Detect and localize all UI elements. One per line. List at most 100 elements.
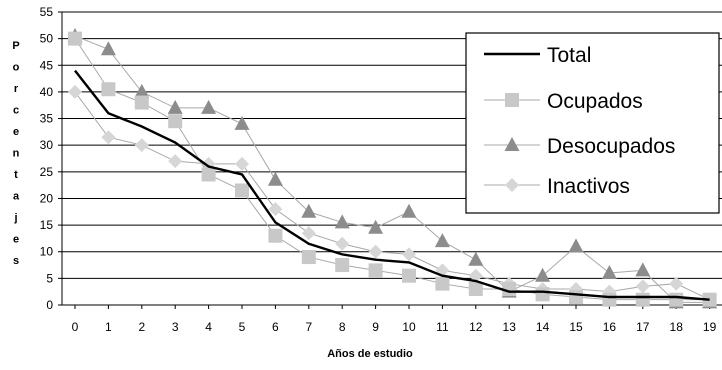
x-tick-label: 15 [569,320,583,334]
data-point-desocupados [100,41,116,56]
legend-label-total: Total [547,44,591,67]
legend-label-inactivos: Inactivos [547,175,630,198]
y-axis-label-letter: r [14,83,19,95]
data-point-ocupados [335,258,350,273]
x-tick-label: 6 [272,320,279,334]
x-axis-label: Años de estudio [327,348,413,360]
x-tick-label: 4 [205,320,212,334]
data-point-inactivos [101,130,116,145]
data-point-ocupados [201,167,216,182]
x-tick-label: 18 [670,320,684,334]
series-line-total [74,69,710,301]
x-tick-label: 16 [603,320,617,334]
y-tick-label: 35 [40,112,54,126]
legend-marker-desocupados [504,137,520,151]
data-point-desocupados [468,251,484,266]
x-tick-label: 14 [536,320,550,334]
y-tick-label: 40 [40,85,54,99]
x-tick-label: 8 [339,320,346,334]
data-point-ocupados [402,268,416,283]
data-point-desocupados [267,171,283,186]
data-point-inactivos [168,154,183,169]
data-point-ocupados [535,287,550,302]
y-axis-label-letter: P [12,40,19,52]
data-point-inactivos [368,244,383,259]
series-group [67,27,718,309]
data-point-inactivos [468,268,483,283]
data-point-inactivos [301,226,316,241]
data-point-ocupados [602,292,617,307]
y-tick-label: 15 [40,218,54,232]
y-axis-label-letter: e [13,234,19,246]
y-axis-label-letter: s [13,255,19,267]
x-tick-label: 3 [172,320,179,334]
data-point-inactivos [134,138,149,153]
data-point-ocupados [635,292,650,307]
y-axis-label-letter: n [13,148,20,160]
y-axis-label-letter: e [13,126,19,138]
series-line-desocupados [74,35,710,303]
y-tick-label: 20 [40,191,54,205]
data-point-ocupados [368,263,383,278]
x-tick-label: 12 [469,320,483,334]
legend-marker-ocupados [505,93,519,107]
legend-marker-inactivos [505,178,519,192]
data-point-inactivos [635,279,650,294]
y-tick-label: 10 [40,245,54,259]
data-point-ocupados [669,292,684,307]
x-tick-label: 2 [138,320,145,334]
x-tick-label: 1 [105,320,112,334]
data-point-inactivos [402,247,416,262]
x-tick-label: 17 [636,320,650,334]
data-point-desocupados [568,238,584,253]
y-axis-label-letter: o [13,62,20,74]
legend: Total Ocupados Desocupados Inactivos [465,32,720,214]
data-point-desocupados [234,115,250,130]
y-tick-label: 45 [40,58,54,72]
data-point-desocupados [535,267,551,282]
data-point-desocupados [201,99,217,114]
x-tick-label: 10 [402,320,416,334]
data-point-ocupados [268,228,283,243]
y-tick-labels: 0 5 10 15 20 25 30 35 40 45 50 55 [40,5,54,312]
x-tick-label: 13 [503,320,517,334]
data-point-ocupados [101,82,116,97]
data-point-inactivos [268,202,283,217]
data-point-desocupados [334,214,350,229]
y-axis-label-letter: c [13,105,19,117]
y-axis-label-letter: a [13,191,20,203]
legend-label-ocupados: Ocupados [547,90,643,113]
y-tick-label: 55 [40,5,54,19]
x-tick-label: 19 [703,320,717,334]
y-tick-label: 25 [40,165,54,179]
y-tick-label: 5 [46,271,53,285]
data-point-ocupados [569,290,583,305]
data-point-desocupados [301,203,317,218]
legend-label-desocupados: Desocupados [547,135,675,158]
data-point-ocupados [301,250,316,265]
data-point-desocupados [434,233,450,248]
data-point-ocupados [468,282,483,297]
data-point-desocupados [635,262,651,277]
data-point-desocupados [167,99,183,114]
y-axis-label-letter: j [13,212,17,224]
y-tick-label: 0 [46,298,53,312]
data-point-inactivos [335,236,350,251]
y-tick-label: 30 [40,138,54,152]
data-point-desocupados [134,83,150,98]
data-point-inactivos [235,156,249,171]
x-tick-labels: 0 1 2 3 4 5 6 7 8 9 10 11 12 13 14 15 16 17 18 19 [72,320,717,334]
series-total [74,69,710,301]
data-point-inactivos [68,84,82,99]
x-tick-label: 5 [239,320,246,334]
data-point-desocupados [601,265,617,280]
data-point-ocupados [68,31,82,46]
y-tick-label: 50 [40,32,54,46]
x-tick-label: 7 [305,320,312,334]
data-point-desocupados [368,219,384,234]
x-tick-label: 0 [72,320,79,334]
x-tick-label: 9 [372,320,379,334]
data-point-ocupados [235,183,249,198]
